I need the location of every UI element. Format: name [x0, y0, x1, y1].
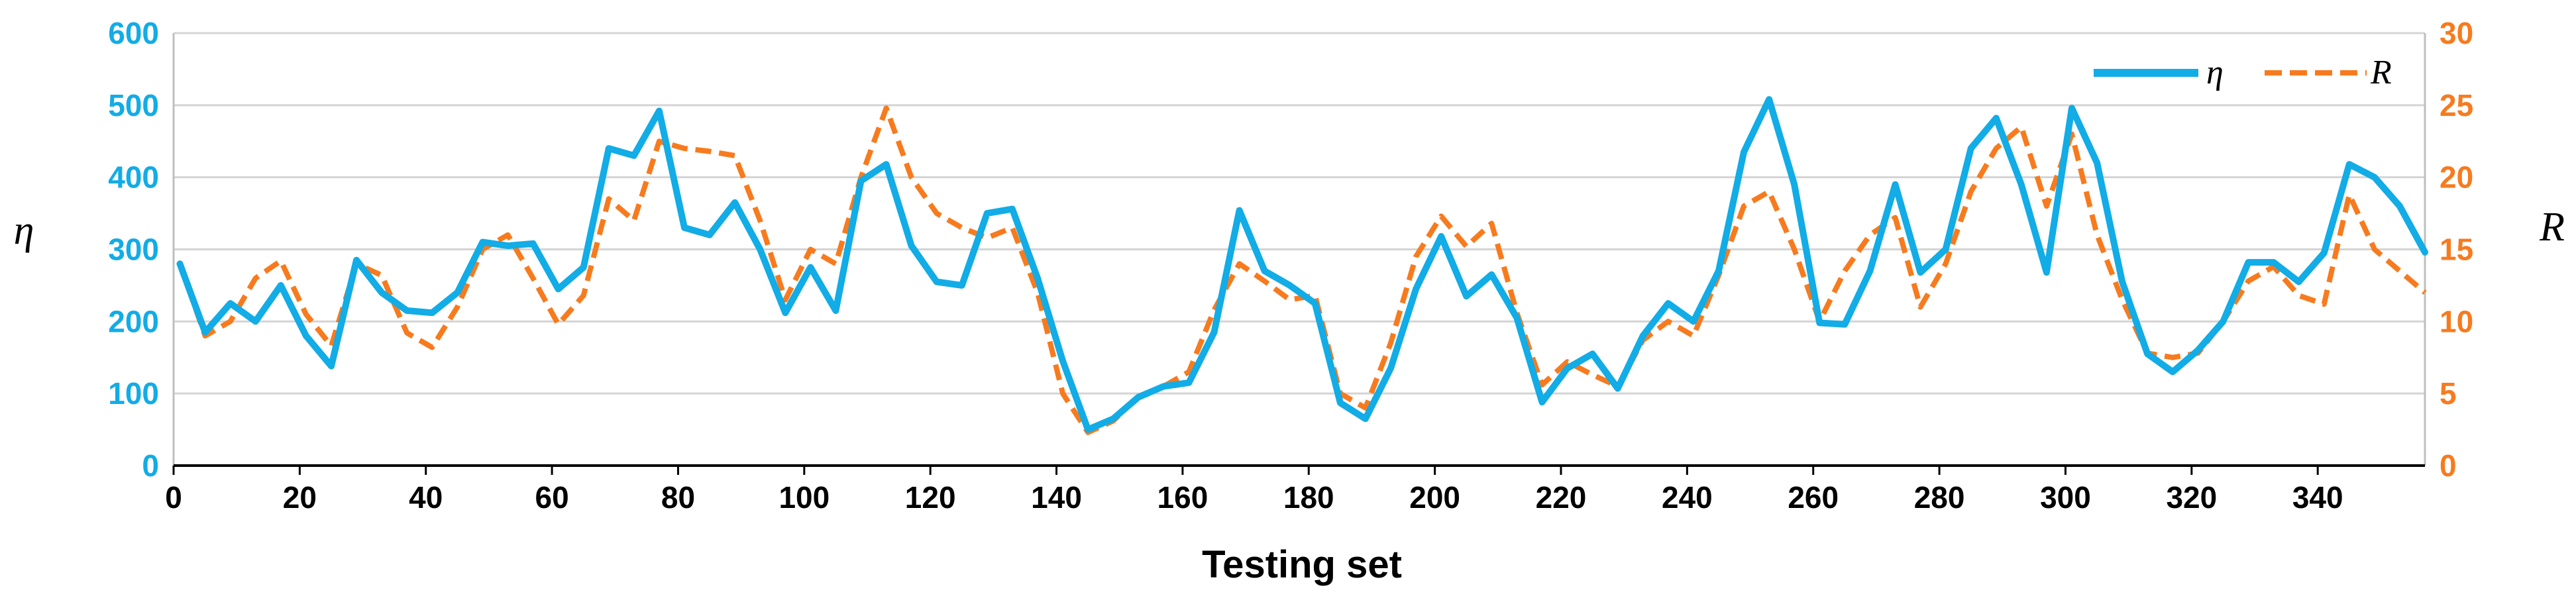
x-tick-label: 300: [2040, 480, 2091, 515]
right-y-tick-label: 0: [2440, 448, 2457, 483]
x-tick-label: 240: [1662, 480, 1713, 515]
x-tick-label: 20: [283, 480, 317, 515]
left-y-tick-label: 200: [108, 304, 159, 338]
x-tick-label: 320: [2166, 480, 2217, 515]
gridlines: [174, 32, 2425, 395]
x-tick-label: 200: [1409, 480, 1460, 515]
series-lines: [176, 96, 2428, 435]
x-tick-label: 140: [1031, 480, 1082, 515]
x-tick-label: 60: [535, 480, 569, 515]
x-tick-label: 340: [2292, 480, 2343, 515]
left-y-tick-label: 0: [142, 448, 159, 483]
x-tick-label: 40: [409, 480, 443, 515]
left-axis-title: η: [14, 208, 34, 253]
legend-label-r: R: [2370, 54, 2392, 91]
left-y-tick-label: 600: [108, 16, 159, 50]
legend-label-eta: η: [2206, 54, 2224, 91]
right-y-tick-label: 10: [2440, 304, 2473, 338]
axes: [172, 33, 2426, 475]
right-axis-title: R: [2539, 205, 2565, 250]
x-tick-label: 160: [1157, 480, 1208, 515]
left-y-tick-label: 500: [108, 88, 159, 123]
right-y-tick-label: 15: [2440, 232, 2473, 267]
right-y-tick-label: 25: [2440, 88, 2473, 123]
series-r-line: [177, 105, 2427, 435]
x-tick-label: 220: [1536, 480, 1587, 515]
x-tick-label: 100: [778, 480, 830, 515]
left-y-tick-label: 100: [108, 376, 159, 411]
x-tick-label: 260: [1788, 480, 1839, 515]
left-y-tick-label: 400: [108, 160, 159, 195]
x-tick-label: 180: [1283, 480, 1334, 515]
legend: η R: [2094, 54, 2392, 91]
x-tick-label: 280: [1914, 480, 1965, 515]
left-y-tick-label: 300: [108, 232, 159, 267]
right-y-tick-label: 20: [2440, 160, 2473, 195]
right-y-tick-label: 30: [2440, 16, 2473, 50]
x-tick-label: 80: [661, 480, 695, 515]
x-tick-label: 0: [165, 480, 182, 515]
series-eta-line: [176, 96, 2428, 433]
right-y-tick-label: 5: [2440, 376, 2457, 411]
x-tick-label: 120: [905, 480, 956, 515]
x-axis-title: Testing set: [1202, 543, 1402, 586]
